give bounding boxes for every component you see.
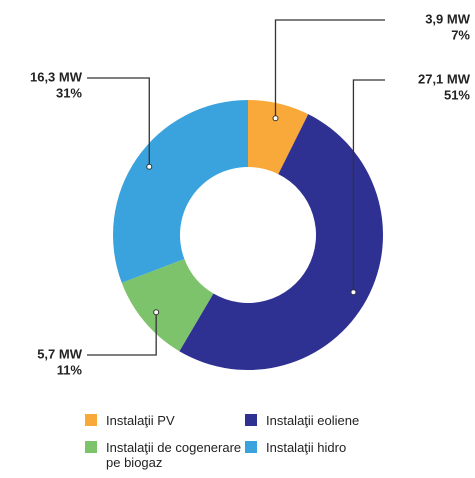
legend-item: Instalaţii PV: [85, 413, 246, 428]
legend-label: Instalaţii PV: [106, 413, 175, 428]
leader-dot: [153, 309, 160, 316]
leader-line: [352, 79, 385, 293]
donut-segment: [121, 259, 214, 352]
percent-label: 51%: [444, 87, 470, 102]
legend-swatch: [85, 441, 97, 453]
legend-swatch: [245, 441, 257, 453]
legend-swatch: [85, 414, 97, 426]
leader-line: [274, 19, 385, 119]
legend-item: Instalaţii de cogenerare pe biogaz: [85, 440, 246, 470]
value-label: 27,1 MW: [418, 71, 471, 86]
value-label: 3,9 MW: [425, 11, 471, 26]
leader-line: [87, 312, 157, 356]
percent-label: 11%: [57, 362, 83, 377]
value-label: 5,7 MW: [37, 346, 83, 361]
leader-dot: [350, 289, 357, 296]
legend-item: Instalaţii hidro: [245, 440, 406, 455]
legend-label: Instalaţii eoliene: [266, 413, 360, 428]
leader-dot: [272, 115, 279, 122]
percent-label: 31%: [56, 85, 82, 100]
donut-segment: [248, 100, 309, 175]
donut-segment: [179, 114, 384, 371]
legend-label: Instalaţii de cogenerare pe biogaz: [106, 440, 242, 470]
legend-label: Instalaţii hidro: [266, 440, 347, 455]
legend-item: Instalaţii eoliene: [245, 413, 406, 428]
leader-line: [87, 77, 150, 167]
percent-label: 7%: [451, 27, 470, 42]
value-label: 16,3 MW: [30, 69, 83, 84]
legend-swatch: [245, 414, 257, 426]
leader-dot: [146, 163, 153, 170]
donut-segment: [112, 100, 248, 283]
